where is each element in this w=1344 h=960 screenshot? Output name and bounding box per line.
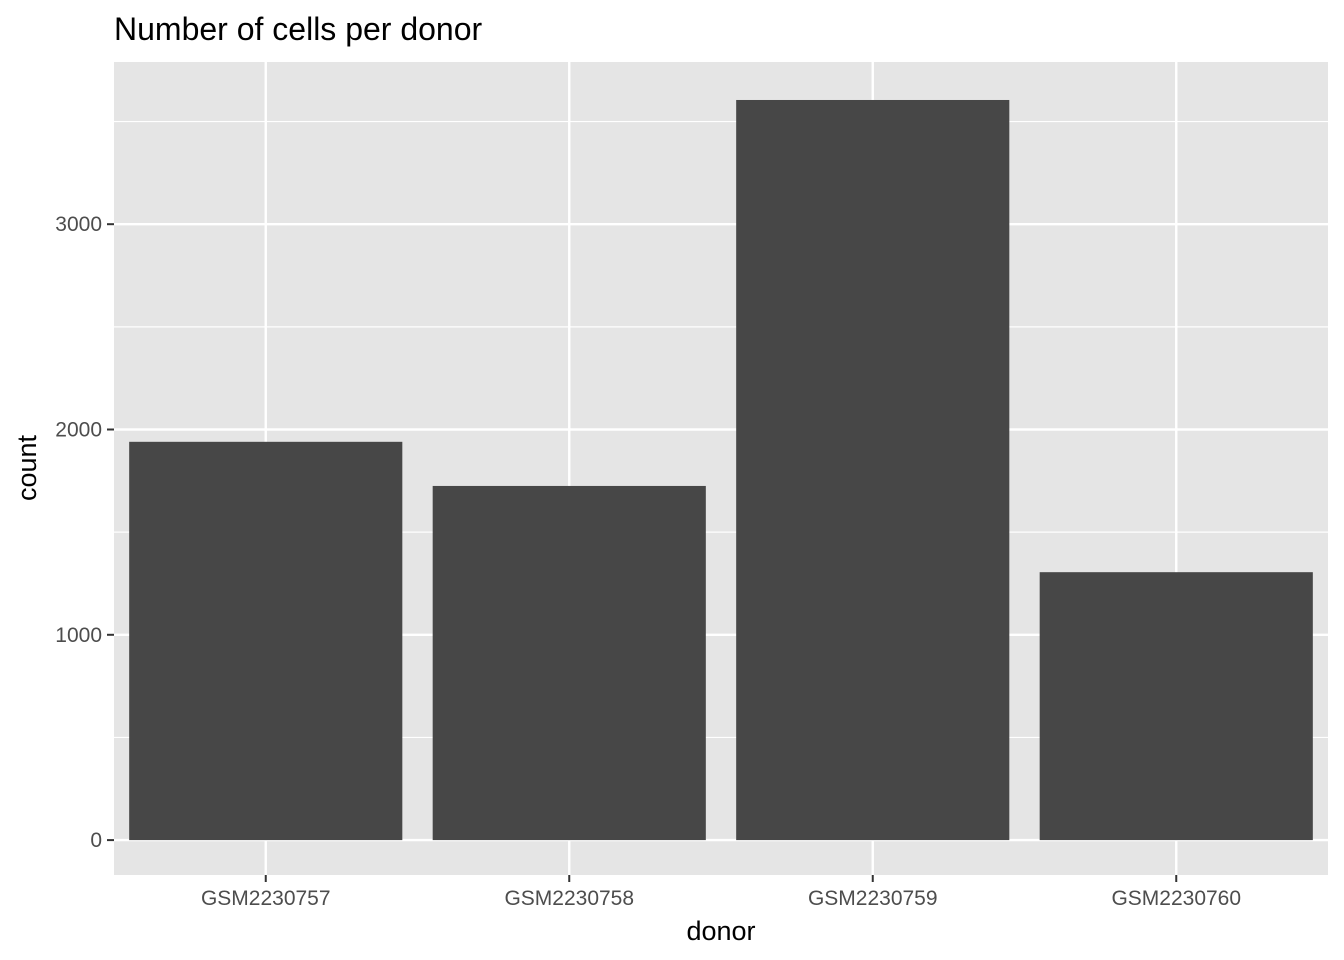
y-axis-title: count [12,434,42,501]
bar-GSM2230758 [432,485,706,841]
bar-GSM2230760 [1039,572,1313,841]
bar-GSM2230757 [129,441,403,841]
bar-GSM2230759 [736,99,1010,841]
y-tick-label: 3000 [55,213,102,236]
chart-title: Number of cells per donor [114,11,483,47]
y-tick-label: 0 [90,829,102,852]
x-tick-label: GSM2230757 [201,887,331,910]
x-tick-label: GSM2230758 [504,887,634,910]
bars [129,99,1313,841]
y-tick-label: 2000 [55,418,102,441]
y-axis: 0 1000 2000 3000 [55,213,114,852]
x-tick-label: GSM2230760 [1111,887,1241,910]
y-tick-label: 1000 [55,624,102,647]
x-axis-title: donor [686,916,755,946]
x-tick-label: GSM2230759 [808,887,938,910]
x-axis: GSM2230757 GSM2230758 GSM2230759 GSM2230760 [201,875,1241,910]
